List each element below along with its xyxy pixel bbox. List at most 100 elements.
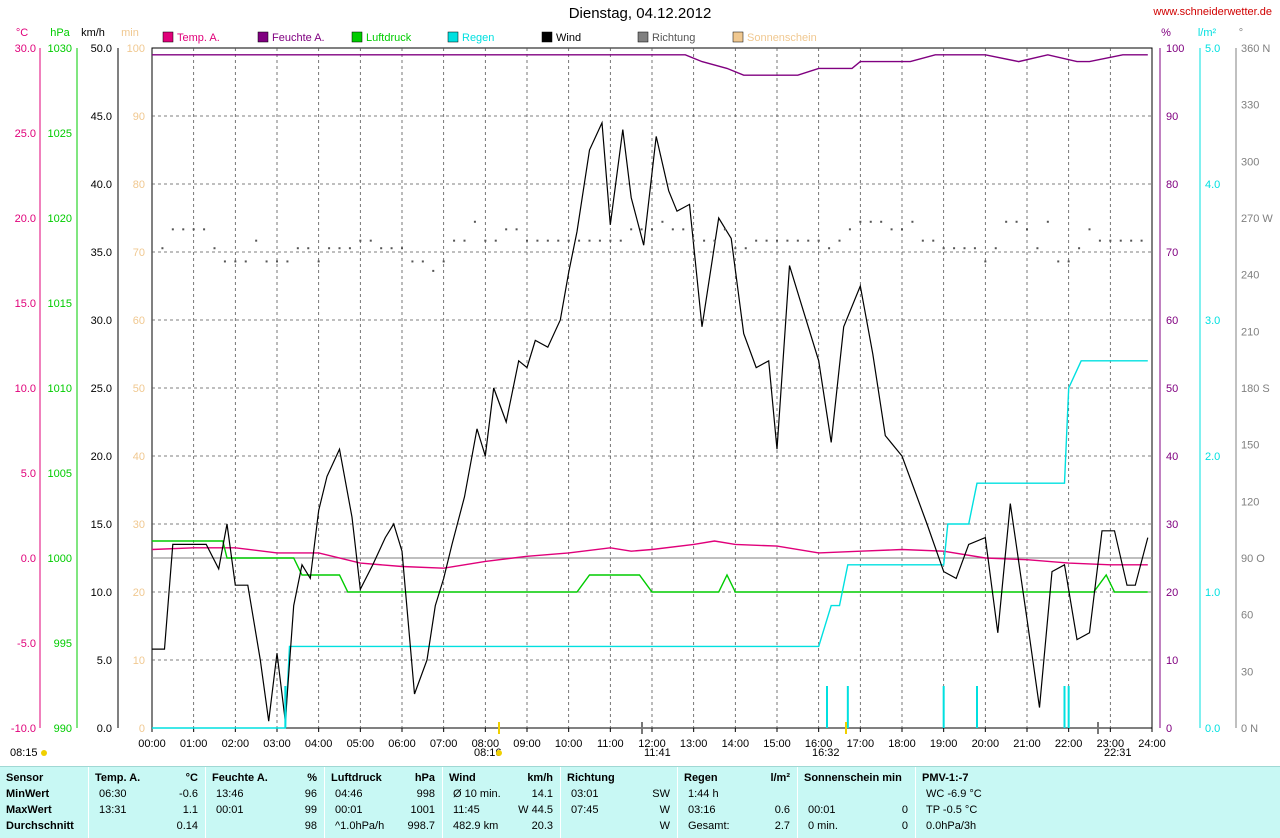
sunshine-tick-label: 50	[133, 383, 145, 395]
direction-point	[1015, 220, 1018, 223]
series-line-temp-a-	[151, 540, 1148, 569]
humidity-tick-label: 80	[1166, 179, 1178, 191]
axis-unit-label: %	[1161, 27, 1171, 39]
summary-column: Sonnenschein min 00:01 0 0 min. 0	[797, 767, 916, 838]
direction-point	[453, 239, 456, 242]
temp-tick-label: 25.0	[15, 128, 36, 140]
humidity-tick-label: 50	[1166, 383, 1178, 395]
axis-unit-label: min	[121, 27, 139, 39]
legend-swatch	[257, 31, 269, 43]
direction-point	[942, 247, 945, 250]
direction-point	[567, 239, 570, 242]
direction-point	[515, 228, 518, 231]
direction-point	[651, 228, 653, 231]
x-tick-label: 06:00	[388, 738, 416, 750]
summary-cell-time: 07:45	[571, 804, 599, 816]
pressure-tick-label: 1015	[48, 298, 72, 310]
direction-point	[1130, 239, 1133, 242]
summary-column: Richtung 03:01 SW 07:45 W W	[560, 767, 678, 838]
direction-point	[369, 239, 372, 242]
x-tick-label: 12:00	[638, 738, 666, 750]
direction-point	[442, 260, 445, 263]
x-tick-label: 10:00	[555, 738, 583, 750]
sun-icon	[41, 750, 47, 756]
sunshine-tick-label: 20	[133, 587, 145, 599]
summary-cell-time: 482.9 km	[453, 820, 499, 832]
direction-point	[765, 239, 768, 242]
x-tick-label: 19:00	[930, 738, 958, 750]
pressure-tick-label: 1020	[48, 213, 72, 225]
x-tick-label: 11:00	[597, 738, 624, 750]
x-tick-label: 09:00	[513, 738, 541, 750]
direction-point	[723, 228, 726, 231]
sunset-label: 16:32	[812, 747, 840, 759]
direction-point	[1088, 228, 1091, 231]
rain-tick-label: 0.0	[1205, 723, 1220, 735]
direction-tick-label: 300	[1241, 156, 1259, 168]
direction-point	[828, 247, 831, 250]
direction-point	[1067, 260, 1070, 263]
legend-label: Richtung	[652, 32, 695, 44]
direction-point	[911, 220, 914, 223]
rain-tick-label: 5.0	[1205, 43, 1220, 55]
legend-label: Sonnenschein	[747, 32, 817, 44]
moon-label: 22:31	[1104, 747, 1132, 759]
x-tick-label: 15:00	[763, 738, 791, 750]
sunshine-tick-label: 60	[133, 315, 145, 327]
legend-label: Luftdruck	[366, 32, 412, 44]
direction-point	[536, 239, 539, 242]
x-tick-label: 16:00	[805, 738, 833, 750]
direction-point	[1057, 260, 1060, 263]
direction-point	[1098, 239, 1101, 242]
direction-point	[338, 247, 341, 250]
rain-tick-label: 3.0	[1205, 315, 1220, 327]
temp-tick-label: 0.0	[21, 553, 36, 565]
direction-point	[1036, 247, 1039, 250]
rain-tick-label: 2.0	[1205, 451, 1220, 463]
summary-header: Regen	[684, 772, 718, 784]
summary-cell-time: 04:46	[335, 788, 363, 800]
summary-column: Feuchte A.% 13:46 96 00:01 99 98	[205, 767, 325, 838]
summary-column: Wind km/h Ø 10 min. 14.1 11:45 W 44.5 482.9 km…	[442, 767, 561, 838]
legend-swatch	[447, 31, 459, 43]
summary-cell-value: 998.7	[407, 820, 435, 832]
summary-row-label: Durchschnitt	[6, 820, 74, 832]
direction-point	[671, 228, 674, 231]
direction-point	[869, 220, 872, 223]
direction-point	[494, 239, 497, 242]
series-line-luftdruck	[152, 540, 1148, 593]
direction-point	[244, 260, 247, 263]
wind-tick-label: 10.0	[91, 587, 112, 599]
pressure-tick-label: 1010	[48, 383, 72, 395]
legend-swatch	[162, 31, 174, 43]
direction-point	[1005, 220, 1008, 223]
direction-point	[859, 220, 862, 223]
summary-column: Sensor MinWert MaxWert Durchschnitt	[0, 767, 88, 838]
temp-tick-label: -5.0	[17, 638, 36, 650]
summary-header: Luftdruck	[331, 772, 382, 784]
legend-label: Temp. A.	[177, 32, 220, 44]
summary-header: PMV-1:-7	[922, 772, 969, 784]
direction-point	[973, 247, 976, 250]
noon-label: 11:41	[644, 747, 671, 759]
direction-point	[640, 228, 643, 231]
direction-point	[307, 247, 310, 250]
humidity-tick-label: 100	[1166, 43, 1184, 55]
summary-cell-value: 20.3	[531, 820, 553, 832]
direction-point	[401, 247, 403, 250]
direction-point	[598, 239, 601, 242]
sunshine-tick-label: 100	[127, 43, 145, 55]
legend-swatch	[541, 31, 553, 43]
summary-cell-time: 0.0hPa/3h	[926, 820, 977, 832]
summary-cell-value: 0	[901, 820, 908, 832]
site-url[interactable]: www.schneiderwetter.de	[1153, 6, 1272, 18]
summary-cell-time: 00:01	[335, 804, 363, 816]
humidity-tick-label: 10	[1166, 655, 1178, 667]
x-tick-label: 08:00	[472, 738, 500, 750]
direction-tick-label: 360 N	[1241, 43, 1270, 55]
summary-cell-value: SW	[652, 788, 670, 800]
summary-table: Sensor MinWert MaxWert Durchschnitt Temp. A.…	[0, 766, 1280, 838]
summary-unit: hPa	[414, 772, 435, 784]
summary-cell-time: 13:31	[99, 804, 127, 816]
x-tick-label: 02:00	[222, 738, 250, 750]
